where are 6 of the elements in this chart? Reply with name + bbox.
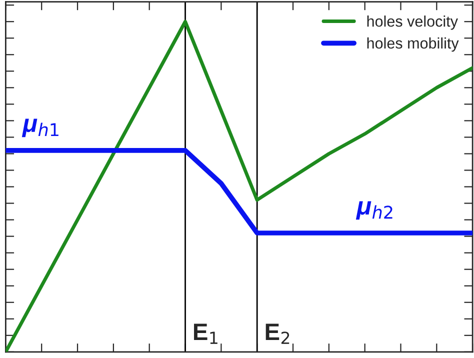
legend-label: holes velocity xyxy=(367,16,458,30)
annotation: E$_{2}$ xyxy=(266,324,290,344)
annotation: E$_{1}$ xyxy=(194,324,218,344)
annotation: μ$_{h2}$ xyxy=(356,201,392,220)
legend-label: holes mobility xyxy=(367,37,459,52)
annotation: μ$_{h1}$ xyxy=(22,118,58,138)
